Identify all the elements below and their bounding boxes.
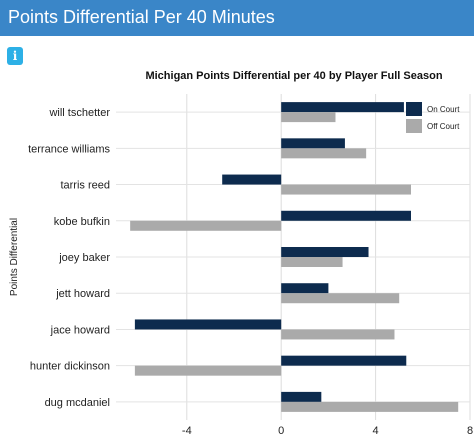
bar-on-court: [222, 174, 282, 185]
info-icon[interactable]: i: [7, 47, 23, 65]
bar-off-court: [134, 365, 282, 376]
bar-on-court: [134, 319, 282, 330]
bar-off-court: [281, 148, 367, 159]
legend-label: On Court: [427, 105, 460, 114]
bar-off-court: [281, 329, 395, 340]
bar-on-court: [281, 102, 404, 113]
x-tick-label: 4: [373, 425, 379, 437]
bar-on-court: [281, 247, 369, 257]
bar-off-court: [281, 112, 336, 123]
page-header: Points Differential Per 40 Minutes: [0, 0, 474, 36]
y-tick-label: tarris reed: [60, 180, 110, 192]
bar-off-court: [281, 184, 411, 195]
y-tick-label: jace howard: [50, 324, 110, 336]
chart-title: Michigan Points Differential per 40 by P…: [145, 70, 443, 82]
bar-on-court: [281, 138, 345, 149]
bar-off-court: [281, 257, 343, 267]
bar-off-court: [281, 293, 400, 304]
y-tick-label: terrance williams: [28, 143, 110, 155]
y-tick-label: dug mcdaniel: [45, 397, 110, 409]
legend-swatch-on-court: [406, 102, 422, 116]
y-tick-label: kobe bufkin: [54, 216, 110, 228]
legend-swatch-off-court: [406, 119, 422, 133]
x-tick-label: -4: [182, 425, 192, 437]
y-axis-label: Points Differential: [9, 218, 20, 296]
bar-on-court: [281, 210, 411, 221]
bar-on-court: [281, 391, 322, 402]
bar-off-court: [281, 401, 459, 412]
x-tick-label: 8: [467, 425, 473, 437]
y-tick-label: joey baker: [58, 252, 110, 264]
page-title: Points Differential Per 40 Minutes: [8, 7, 275, 27]
y-tick-label: hunter dickinson: [30, 361, 110, 373]
x-tick-label: 0: [278, 425, 284, 437]
y-tick-label: will tschetter: [48, 107, 110, 119]
bar-on-court: [281, 283, 329, 294]
bar-off-court: [130, 220, 282, 231]
y-tick-label: jett howard: [55, 288, 110, 300]
bar-on-court: [281, 355, 407, 366]
legend-label: Off Court: [427, 122, 460, 131]
